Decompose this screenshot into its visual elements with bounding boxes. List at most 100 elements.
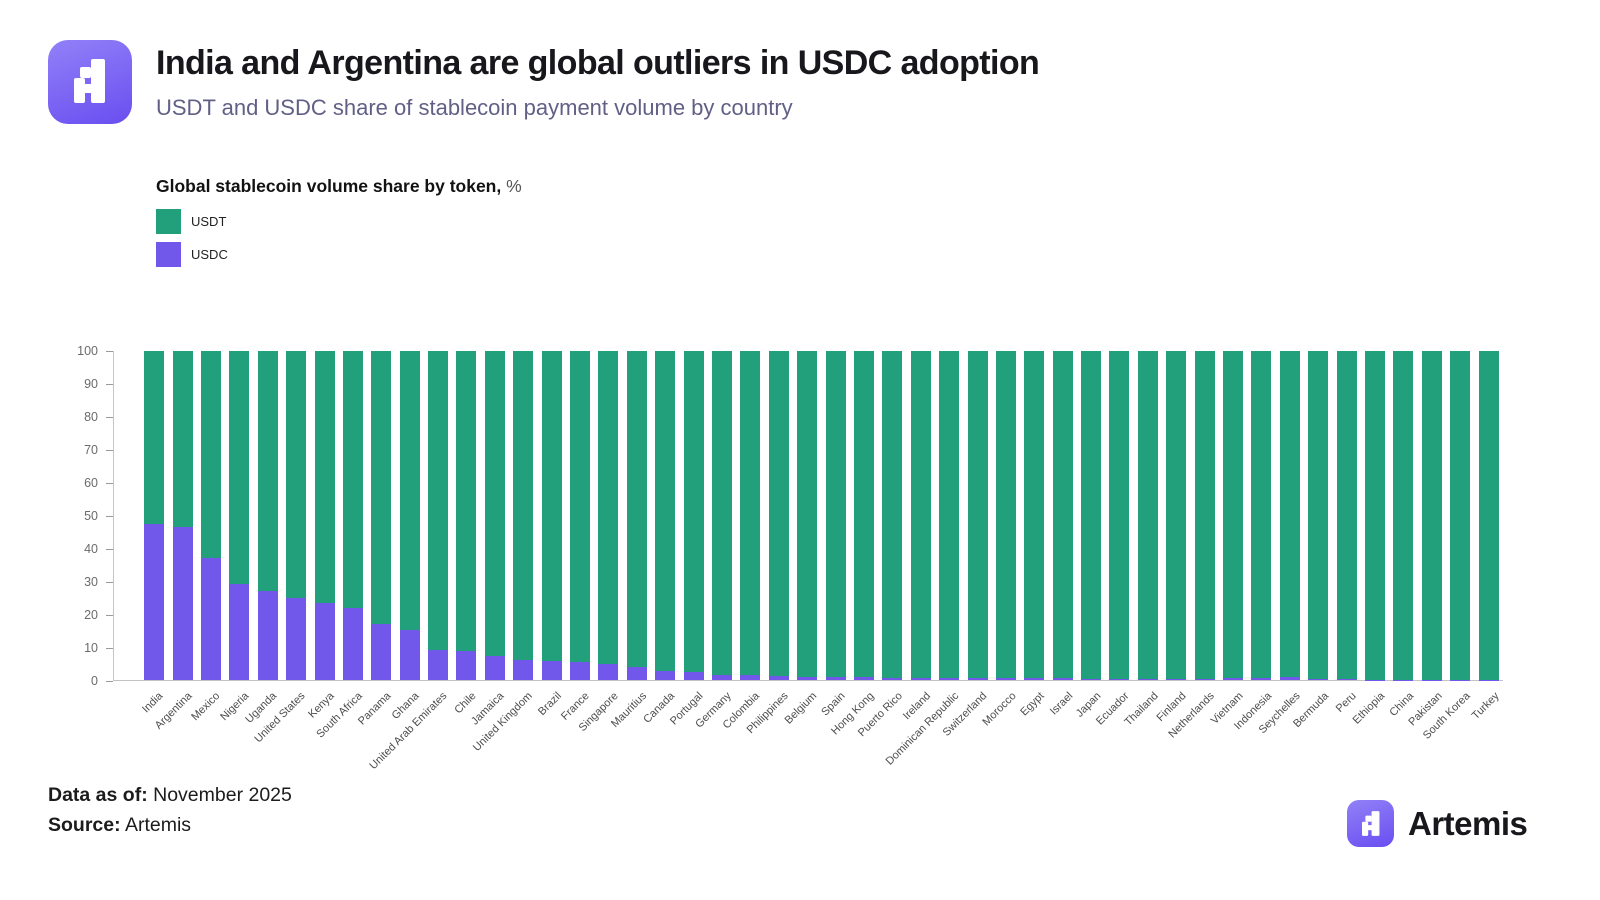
usdt-bar-segment	[314, 351, 335, 604]
y-axis-tick-label: 40	[84, 542, 98, 556]
usdt-bar-segment	[1251, 351, 1272, 679]
brand-lockup: Artemis	[1347, 800, 1528, 847]
y-axis-tick-mark	[106, 647, 113, 649]
usdc-bar-segment	[1308, 679, 1329, 680]
usdc-bar-segment	[513, 659, 534, 680]
stacked-bar	[1450, 351, 1471, 680]
usdt-bar-segment	[570, 351, 591, 662]
bar-group-peru	[1332, 351, 1360, 680]
usdc-bar-segment	[172, 527, 193, 680]
bar-group-vietnam	[1219, 351, 1247, 680]
usdt-bar-segment	[1393, 351, 1414, 680]
y-axis-tick: 30	[62, 574, 113, 590]
bar-group-spain	[821, 351, 849, 680]
bar-group-egypt	[1020, 351, 1048, 680]
usdc-bar-segment	[825, 676, 846, 680]
usdt-bar-segment	[484, 351, 505, 656]
y-axis-tick-mark	[106, 449, 113, 451]
y-axis-tick-mark	[106, 482, 113, 484]
usdc-bar-segment	[626, 666, 647, 680]
bar-group-kenya	[310, 351, 338, 680]
usdt-bar-segment	[286, 351, 307, 599]
usdt-bar-segment	[428, 351, 449, 650]
bar-group-portugal	[679, 351, 707, 680]
usdt-bar-segment	[1308, 351, 1329, 680]
brand-name: Artemis	[1408, 804, 1528, 842]
usdt-label: USDT	[191, 214, 227, 229]
usdc-bar-segment	[740, 675, 761, 680]
usdc-bar-segment	[967, 678, 988, 680]
bar-group-colombia	[736, 351, 764, 680]
usdc-bar-segment	[1109, 678, 1130, 680]
stacked-bar	[172, 351, 193, 680]
stacked-bar	[967, 351, 988, 680]
usdt-bar-segment	[995, 351, 1016, 679]
stacked-bar	[683, 351, 704, 680]
bar-group-dominican-republic	[935, 351, 963, 680]
bar-group-india	[140, 351, 168, 680]
y-axis-tick: 100	[62, 343, 113, 359]
usdt-bar-segment	[172, 351, 193, 528]
usdt-bar-segment	[1421, 351, 1442, 680]
usdt-bar-segment	[967, 351, 988, 679]
data-as-of-value: November 2025	[147, 784, 292, 806]
bar-group-seychelles	[1276, 351, 1304, 680]
bar-group-chile	[452, 351, 480, 680]
y-axis-tick-label: 80	[84, 410, 98, 424]
stacked-bar	[1109, 351, 1130, 680]
usdc-bar-segment	[1194, 678, 1215, 680]
y-axis-tick-mark	[106, 515, 113, 517]
page-title: India and Argentina are global outliers …	[156, 44, 1040, 82]
bar-group-netherlands	[1190, 351, 1218, 680]
usdt-bar-segment	[655, 351, 676, 672]
usdc-label: USDC	[191, 247, 228, 262]
y-axis-tick-mark	[106, 548, 113, 550]
usdt-bar-segment	[712, 351, 732, 675]
usdc-bar-segment	[995, 678, 1016, 680]
bar-group-germany	[708, 351, 736, 680]
x-axis-label: Egypt	[1018, 690, 1047, 719]
artemis-logo-icon	[48, 40, 132, 124]
usdt-bar-segment	[740, 351, 761, 676]
stacked-bar	[399, 351, 420, 680]
usdc-bar-segment	[797, 676, 818, 680]
bar-group-united-arab-emirates	[424, 351, 452, 680]
usdc-bar-segment	[655, 671, 676, 680]
bar-group-bermuda	[1304, 351, 1332, 680]
usdc-bar-segment	[570, 661, 591, 680]
stacked-bar	[1081, 351, 1102, 680]
usdt-bar-segment	[257, 351, 278, 592]
usdt-bar-segment	[1194, 351, 1215, 679]
bar-group-south-korea	[1446, 351, 1474, 680]
x-axis-labels: India Argentina Mexico Nigeria Uganda United …	[113, 688, 1503, 778]
usdc-bar-segment	[1279, 677, 1300, 680]
usdt-bar-segment	[1364, 351, 1385, 680]
x-axis-label: Israel	[1047, 690, 1076, 718]
usdc-bar-segment	[229, 583, 250, 680]
plot-area	[113, 351, 1503, 681]
y-axis-tick-mark	[106, 416, 113, 418]
y-axis-tick-label: 50	[84, 509, 98, 523]
stacked-bar	[655, 351, 676, 680]
stacked-bar	[1251, 351, 1272, 680]
usdt-swatch	[156, 209, 181, 234]
bar-group-thailand	[1134, 351, 1162, 680]
stacked-bar	[144, 351, 165, 680]
stacked-bar	[456, 351, 477, 680]
y-axis-tick: 20	[62, 607, 113, 623]
bar-group-finland	[1162, 351, 1190, 680]
bar-group-argentina	[168, 351, 196, 680]
bar-group-japan	[1077, 351, 1105, 680]
usdc-bar-segment	[1166, 679, 1187, 680]
stacked-bar	[257, 351, 278, 680]
y-axis-tick-mark	[106, 383, 113, 385]
stacked-bar	[1478, 351, 1499, 680]
y-axis-tick-mark	[106, 680, 113, 682]
usdt-bar-segment	[1279, 351, 1300, 678]
usdt-bar-segment	[797, 351, 818, 677]
usdt-bar-segment	[910, 351, 931, 678]
usdt-bar-segment	[541, 351, 562, 662]
stacked-bar	[428, 351, 449, 680]
stacked-bar	[1308, 351, 1329, 680]
usdt-bar-segment	[825, 351, 846, 677]
